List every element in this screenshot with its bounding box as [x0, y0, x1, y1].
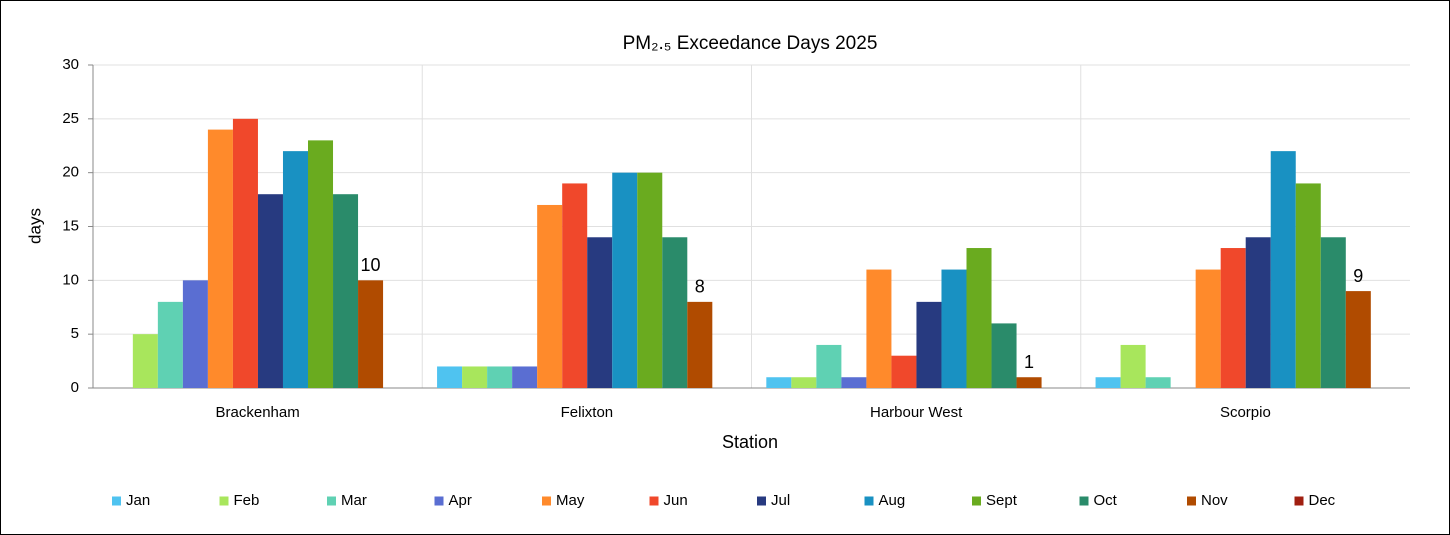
- bar: [462, 366, 488, 388]
- legend-label: Apr: [449, 492, 472, 509]
- legend-swatch: [1294, 496, 1304, 506]
- bar: [308, 140, 334, 388]
- x-tick-label: Felixton: [561, 404, 614, 421]
- bar: [182, 280, 208, 388]
- y-tick-label: 5: [71, 325, 79, 342]
- bar: [207, 129, 233, 388]
- data-label: 8: [695, 277, 705, 297]
- legend-swatch: [542, 496, 551, 506]
- bar: [257, 194, 283, 388]
- legend-swatch: [972, 496, 981, 506]
- bar: [587, 237, 613, 388]
- bar: [1016, 377, 1042, 388]
- bar: [358, 280, 384, 388]
- legend-label: Jul: [771, 492, 790, 509]
- y-tick-label: 25: [62, 110, 79, 127]
- legend-swatch: [757, 496, 766, 506]
- legend-label: Dec: [1309, 492, 1336, 509]
- bar: [1245, 237, 1271, 388]
- legend-label: Jan: [126, 492, 150, 509]
- bar: [1220, 248, 1246, 388]
- legend-swatch: [112, 496, 121, 506]
- legend-swatch: [864, 496, 874, 506]
- legend-swatch: [1079, 496, 1089, 506]
- bar: [612, 172, 638, 388]
- bar: [1120, 344, 1146, 388]
- bar: [966, 248, 992, 388]
- bar: [816, 344, 842, 388]
- bar: [1270, 151, 1296, 388]
- bar: [437, 366, 463, 388]
- bar: [662, 237, 688, 388]
- bar: [157, 301, 183, 388]
- legend-label: Nov: [1201, 492, 1228, 509]
- y-tick-label: 15: [62, 217, 79, 234]
- legend-swatch: [434, 496, 444, 506]
- legend-swatch: [327, 496, 336, 506]
- legend-label: Aug: [879, 492, 906, 509]
- bar: [1295, 183, 1321, 388]
- y-tick-label: 0: [71, 379, 79, 396]
- bar: [562, 183, 588, 388]
- bar: [841, 377, 867, 388]
- bar: [132, 334, 158, 388]
- data-label: 9: [1353, 266, 1363, 286]
- bar: [891, 355, 917, 388]
- data-label: 10: [361, 255, 381, 275]
- bar: [866, 269, 892, 388]
- data-label: 1: [1024, 352, 1034, 372]
- bar: [791, 377, 817, 388]
- legend-label: Oct: [1094, 492, 1118, 509]
- bar: [333, 194, 359, 388]
- bar: [941, 269, 967, 388]
- x-tick-label: Brackenham: [216, 404, 300, 421]
- bar: [512, 366, 538, 388]
- legend-label: May: [556, 492, 585, 509]
- y-tick-label: 10: [62, 271, 79, 288]
- bar: [637, 172, 663, 388]
- bar: [916, 301, 942, 388]
- bar: [1095, 377, 1121, 388]
- legend-swatch: [1187, 496, 1196, 506]
- y-tick-label: 30: [62, 56, 79, 73]
- x-axis-title: Station: [722, 432, 778, 452]
- bar: [1145, 377, 1171, 388]
- bar: [1320, 237, 1346, 388]
- x-tick-label: Harbour West: [870, 404, 963, 421]
- chart-title: PM₂.₅ Exceedance Days 2025: [623, 33, 878, 54]
- y-tick-label: 20: [62, 164, 79, 181]
- bar: [282, 151, 309, 388]
- bar: [1195, 269, 1221, 388]
- legend-label: Sept: [986, 492, 1018, 509]
- bar: [1345, 291, 1371, 388]
- legend-swatch: [649, 496, 659, 506]
- x-tick-label: Scorpio: [1220, 404, 1271, 421]
- bar: [687, 301, 713, 388]
- legend-label: Feb: [234, 492, 260, 509]
- legend-swatch: [219, 496, 229, 506]
- bar: [232, 118, 258, 388]
- legend-label: Mar: [341, 492, 367, 509]
- y-axis-title: days: [25, 208, 44, 244]
- bar: [487, 366, 513, 388]
- bar: [537, 204, 563, 388]
- legend-label: Jun: [664, 492, 688, 509]
- bar: [766, 377, 792, 388]
- bar: [991, 323, 1017, 388]
